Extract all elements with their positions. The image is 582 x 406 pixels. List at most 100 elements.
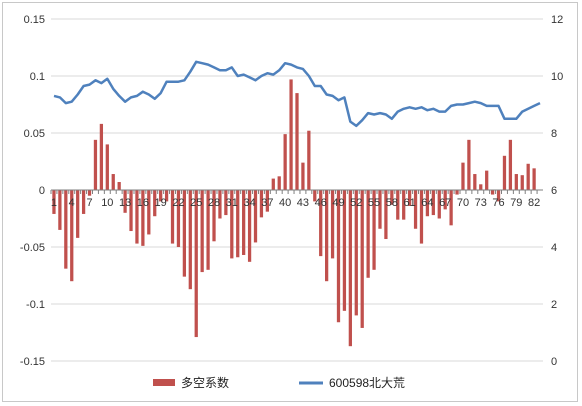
y-left-tick-label: 0.1 — [30, 71, 45, 83]
bar — [242, 190, 246, 255]
bar — [301, 162, 305, 190]
x-tick-label: 49 — [332, 197, 344, 209]
bar — [111, 174, 115, 190]
bar — [384, 190, 388, 240]
bar — [526, 163, 530, 190]
x-tick-label: 22 — [172, 197, 184, 209]
bar — [153, 190, 157, 217]
y-right-tick-label: 6 — [551, 185, 557, 197]
bar — [236, 190, 240, 258]
legend-label-line: 600598北大荒 — [329, 376, 405, 390]
bar — [407, 190, 412, 206]
bar — [247, 190, 252, 262]
x-tick-label: 10 — [101, 197, 113, 209]
legend: 多空系数 600598北大荒 — [153, 375, 405, 390]
y-left-tick-label: 0.05 — [24, 128, 45, 140]
bar — [135, 190, 139, 244]
bar — [188, 190, 192, 290]
bar — [402, 190, 406, 220]
bar — [76, 190, 80, 238]
bar — [348, 190, 352, 347]
bar — [164, 190, 169, 202]
bar — [502, 155, 507, 190]
legend-bar-swatch — [153, 379, 175, 386]
bar — [378, 190, 382, 229]
x-tick-label: 67 — [439, 197, 451, 209]
x-tick-label: 61 — [404, 197, 416, 209]
bar — [93, 139, 98, 190]
bar — [230, 190, 234, 259]
bar — [283, 134, 287, 190]
bar — [532, 168, 536, 190]
price-line — [53, 60, 541, 128]
bar — [313, 190, 317, 202]
bar — [129, 190, 133, 232]
bar — [259, 190, 264, 218]
x-tick-label: 4 — [69, 197, 75, 209]
x-tick-label: 73 — [475, 197, 487, 209]
x-tick-label: 7 — [86, 197, 92, 209]
x-tick-label: 76 — [492, 197, 504, 209]
x-tick-label: 82 — [528, 197, 540, 209]
x-tick-label: 58 — [386, 197, 398, 209]
bar — [514, 174, 518, 190]
chart-frame: 0.15 0.1 0.05 0 -0.05 -0.1 -0.15 12 10 8 6 4 2 0 1 4 7 10… — [2, 2, 578, 402]
bar — [99, 123, 104, 190]
bar — [206, 190, 210, 270]
bar — [336, 190, 341, 323]
x-tick-label: 52 — [350, 197, 362, 209]
x-tick-label: 37 — [261, 197, 273, 209]
bar — [396, 190, 400, 220]
x-tick-label: 70 — [457, 197, 469, 209]
line-series — [53, 60, 541, 128]
bar — [508, 139, 513, 190]
bar — [200, 190, 204, 273]
bar — [360, 190, 364, 328]
bar — [473, 174, 477, 190]
bar — [431, 190, 435, 216]
x-tick-label: 31 — [226, 197, 238, 209]
bar — [490, 190, 495, 195]
bar — [479, 184, 483, 190]
bar — [182, 190, 187, 277]
bar — [307, 130, 311, 190]
bar — [271, 178, 275, 190]
bar — [265, 190, 269, 212]
bar — [117, 182, 121, 190]
y-right-tick-label: 0 — [551, 356, 557, 368]
x-tick-label: 55 — [368, 197, 380, 209]
bar — [496, 190, 501, 202]
bar — [413, 190, 418, 229]
bar — [354, 190, 358, 316]
bar — [520, 175, 524, 190]
bar — [325, 190, 329, 282]
y-right-tick-label: 4 — [551, 242, 557, 254]
bar — [105, 144, 109, 190]
bar — [253, 190, 258, 243]
bar — [87, 190, 92, 196]
bar — [366, 190, 370, 278]
y-right-tick-label: 12 — [551, 14, 563, 26]
bar — [141, 190, 145, 246]
y-right-tick-label: 8 — [551, 128, 557, 140]
bar — [176, 190, 181, 247]
y-left-tick-label: 0 — [39, 185, 45, 197]
y-right-tick-label: 10 — [551, 71, 563, 83]
bar-series — [52, 79, 542, 347]
y-left-tick-label: -0.1 — [26, 299, 45, 311]
bar — [342, 190, 347, 311]
bar — [295, 93, 299, 190]
bar — [277, 176, 281, 190]
bar — [449, 190, 453, 226]
bar — [461, 162, 465, 190]
bar — [224, 190, 228, 216]
x-tick-label: 43 — [297, 197, 309, 209]
bar — [419, 190, 424, 244]
y-left-tick-label: -0.15 — [20, 356, 45, 368]
bar — [425, 190, 430, 217]
bar — [52, 190, 56, 214]
x-tick-label: 25 — [190, 197, 202, 209]
x-tick-label: 19 — [155, 197, 167, 209]
bar — [485, 170, 489, 190]
